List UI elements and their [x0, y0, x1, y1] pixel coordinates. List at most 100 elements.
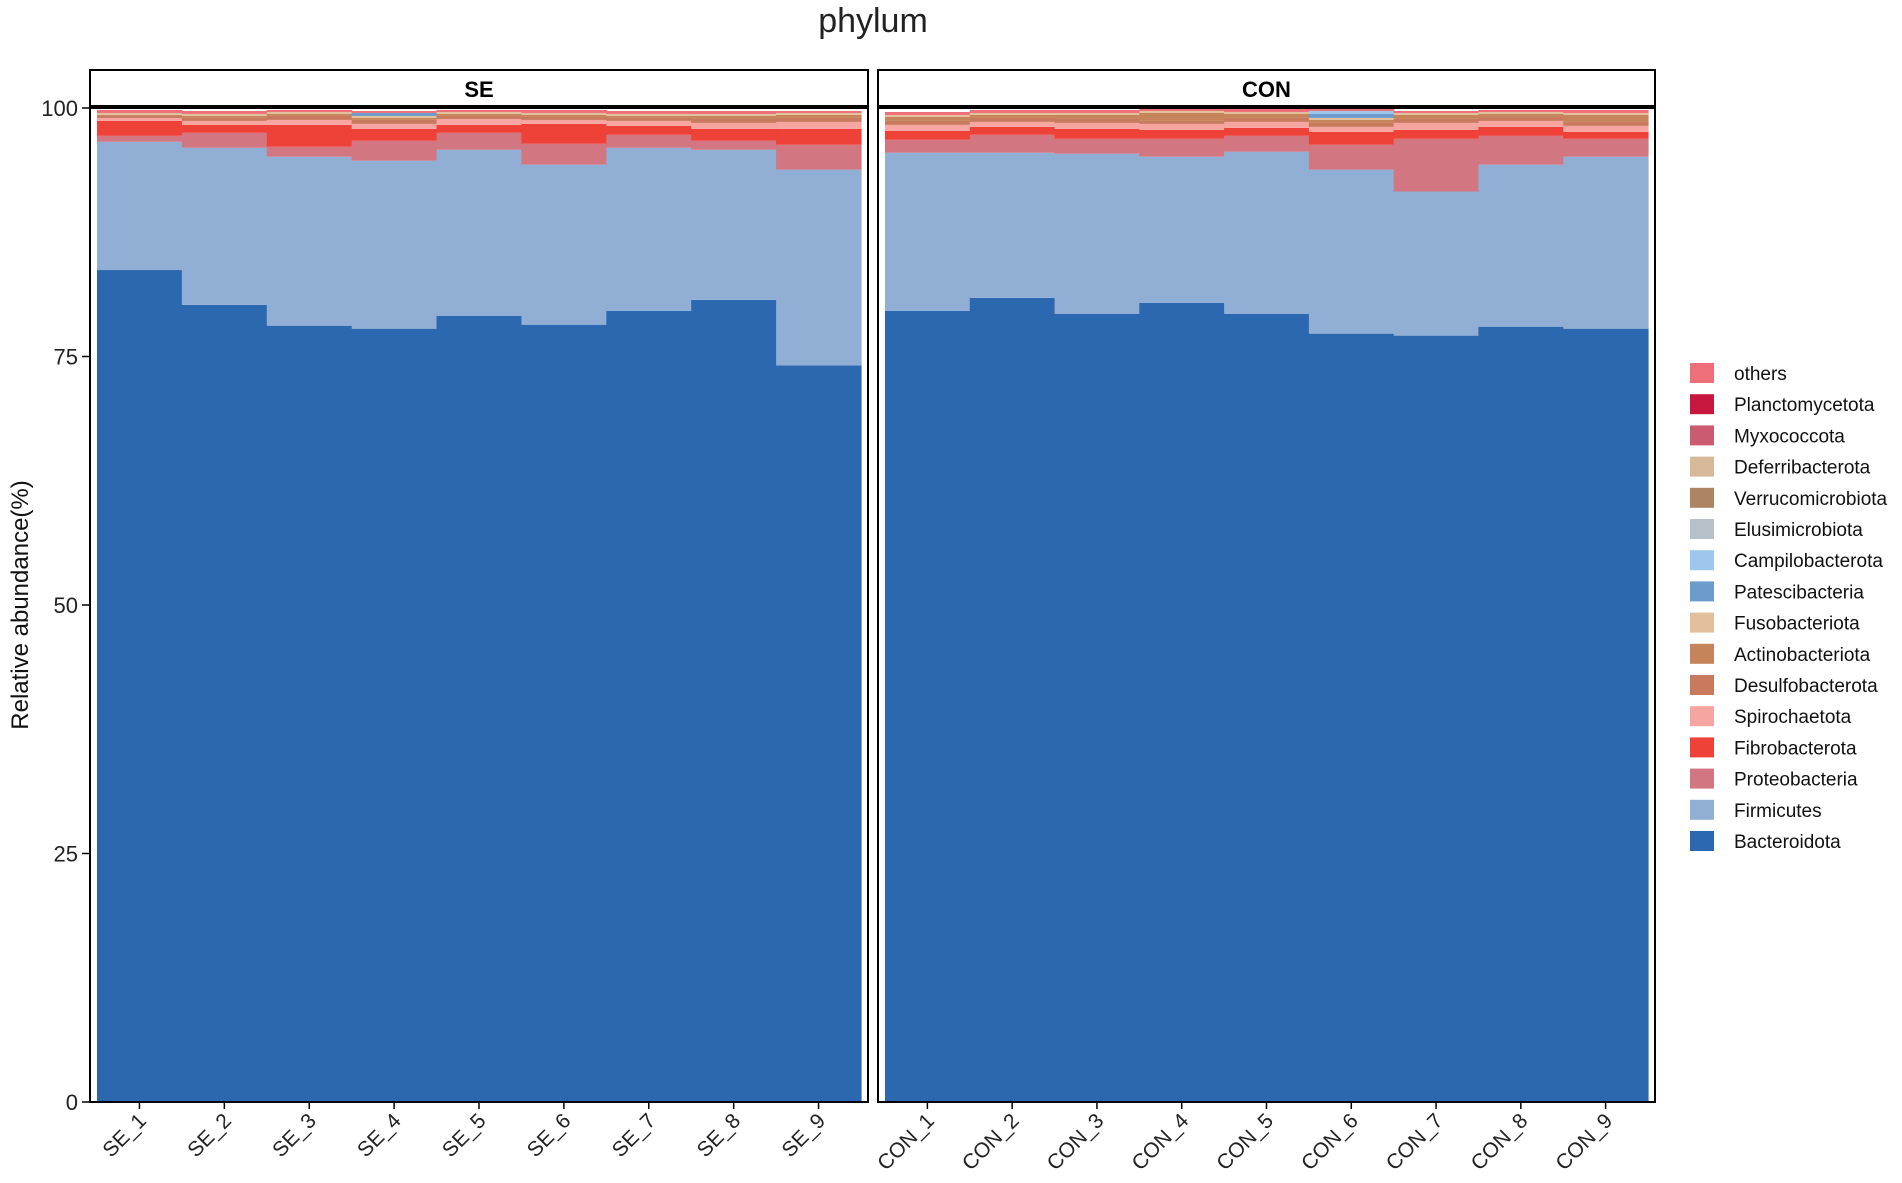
y-axis: 0 25 50 75 100: [41, 96, 91, 1115]
bar-segment-bacteroidota: [885, 310, 971, 1102]
bar-segment-fusobacteriota: [351, 115, 438, 118]
bar-segment-spirochaetota: [1308, 126, 1395, 132]
bar-segment-spirochaetota: [1563, 125, 1649, 132]
bar-segment-bacteroidota: [266, 325, 353, 1102]
bar-segment-fibrobacterota: [1563, 131, 1649, 139]
bar-segment-actinobacteriota: [1139, 112, 1225, 121]
bar-segment-actinobacteriota: [1478, 113, 1564, 117]
bar-segment-actinobacteriota: [1224, 113, 1310, 118]
x-tick-label: SE_3: [268, 1109, 321, 1162]
bar-segment-fusobacteriota: [1139, 110, 1225, 113]
bar-segment-bacteroidota: [351, 328, 438, 1103]
bar-segment-actinobacteriota: [351, 117, 438, 120]
x-tick-label: SE_6: [523, 1109, 576, 1162]
bar-segment-others: [969, 109, 1056, 113]
bar-segment-desulfobacterota: [181, 117, 268, 121]
bar-segment-spirochaetota: [1478, 120, 1564, 127]
bar-segment-desulfobacterota: [1224, 117, 1310, 122]
bar-segment-others: [885, 111, 971, 115]
bar-segment-fusobacteriota: [1308, 117, 1395, 120]
facet-panel-con: CON CON_1 CON_2 CON_3 CON_4 CON_5 CON_6 CON_7 CO…: [873, 69, 1656, 1175]
bar-segment-bacteroidota: [1054, 313, 1140, 1102]
legend-label: Campilobacterota: [1734, 551, 1883, 572]
chart-title: phylum: [818, 2, 928, 40]
bar-segment-firmicutes: [1563, 156, 1649, 329]
bar-segment-bacteroidota: [969, 297, 1056, 1102]
legend-label: Planctomycetota: [1734, 395, 1875, 416]
bar-segment-others: [1054, 109, 1140, 113]
bar-segment-spirochaetota: [1393, 122, 1480, 130]
bar-segment-bacteroidota: [1224, 313, 1310, 1102]
bar-segment-fibrobacterota: [351, 128, 438, 141]
bar-segment-desulfobacterota: [969, 117, 1056, 122]
bar-segment-bacteroidota: [181, 304, 268, 1102]
legend-key: [1690, 737, 1714, 758]
y-tick-label: 75: [54, 345, 78, 370]
bar-segment-fusobacteriota: [521, 112, 607, 115]
bar-segment-fibrobacterota: [1308, 131, 1395, 145]
bar-segment-bacteroidota: [1563, 328, 1649, 1103]
legend-label: Myxococcota: [1734, 426, 1845, 447]
bar-segment-others: [606, 110, 692, 114]
bar-segment-fibrobacterota: [1393, 129, 1480, 139]
bar-segment-bacteroidota: [1393, 335, 1480, 1103]
bar-segment-others: [776, 110, 862, 113]
bar-segment-actinobacteriota: [266, 113, 353, 116]
x-tick-label: CON_4: [1127, 1109, 1193, 1175]
bar-segment-bacteroidota: [521, 324, 607, 1102]
bar-segment-proteobacteria: [97, 135, 183, 142]
bar-segment-others: [521, 109, 607, 113]
legend-label: Fusobacteriota: [1734, 614, 1860, 635]
bar-segment-proteobacteria: [776, 144, 862, 170]
bar-segment-bacteroidota: [691, 299, 777, 1102]
facet-strip: [877, 69, 1656, 107]
legend-label: Spirochaetota: [1734, 707, 1852, 728]
bar-segment-fibrobacterota: [1054, 128, 1140, 139]
bar-segment-firmicutes: [776, 169, 862, 366]
bar-segment-actinobacteriota: [969, 114, 1056, 118]
bar-segment-fibrobacterota: [1224, 127, 1310, 136]
bar-segment-fibrobacterota: [181, 124, 268, 133]
bar-segment-fusobacteriota: [1563, 112, 1649, 115]
bar-segment-proteobacteria: [1478, 135, 1564, 165]
bar-segment-others: [97, 109, 183, 113]
bar-segment-proteobacteria: [1139, 138, 1225, 157]
x-tick-label: SE_4: [353, 1109, 406, 1162]
legend-label: Elusimicrobiota: [1734, 520, 1863, 541]
legend-key: [1690, 675, 1714, 695]
bar-segment-actinobacteriota: [181, 115, 268, 118]
bar-segment-spirochaetota: [97, 117, 183, 121]
bar-segment-fusobacteriota: [266, 111, 353, 114]
facet-strip-label: CON: [1242, 77, 1291, 102]
bar-segment-desulfobacterota: [436, 115, 523, 119]
bar-segment-proteobacteria: [1224, 135, 1310, 152]
bar-segment-spirochaetota: [606, 120, 692, 126]
bar-segment-actinobacteriota: [606, 115, 692, 118]
bar-segment-desulfobacterota: [606, 117, 692, 121]
bar-segment-bacteroidota: [1308, 333, 1395, 1102]
x-tick-label: CON_8: [1467, 1109, 1533, 1175]
bar-segment-others: [436, 109, 523, 112]
bar-segment-desulfobacterota: [521, 116, 607, 120]
bar-segment-fibrobacterota: [521, 123, 607, 144]
bar-segment-spirochaetota: [266, 119, 353, 125]
bar-segment-desulfobacterota: [885, 120, 971, 125]
legend-key: [1690, 363, 1714, 383]
bar-segment-desulfobacterota: [1393, 118, 1480, 123]
bar-segment-actinobacteriota: [1054, 114, 1140, 119]
y-tick-label: 100: [41, 96, 78, 121]
bar-segment-spirochaetota: [1139, 123, 1225, 130]
bar-segment-firmicutes: [436, 149, 523, 316]
bar-segment-firmicutes: [266, 156, 353, 326]
bar-segment-fibrobacterota: [691, 128, 777, 141]
bar-segment-others: [1393, 110, 1480, 113]
legend-key: [1690, 706, 1714, 727]
legend-label: Bacteroidota: [1734, 832, 1841, 853]
bar-segment-fusobacteriota: [181, 113, 268, 116]
legend-key: [1690, 550, 1714, 571]
x-tick-label: CON_3: [1043, 1109, 1109, 1175]
bar-segment-others: [351, 110, 438, 113]
bar-segment-others: [691, 110, 777, 114]
y-axis-label: Relative abundance(%): [7, 480, 34, 729]
